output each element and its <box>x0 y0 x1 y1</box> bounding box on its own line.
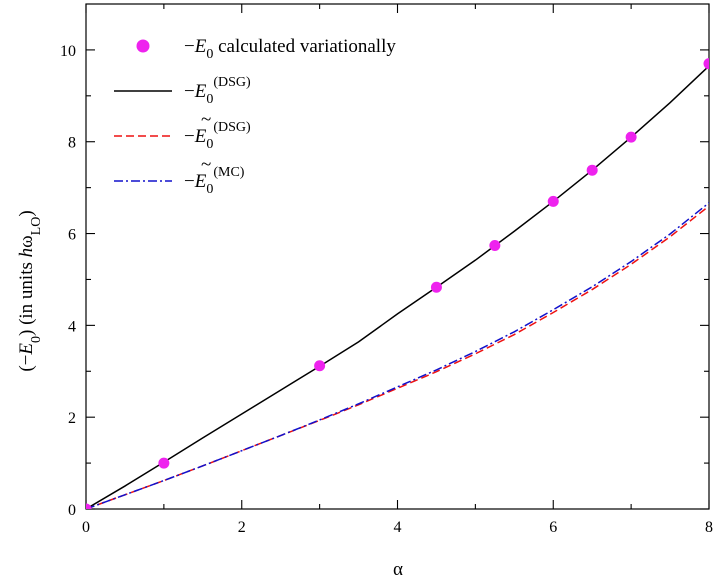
series-clip-group <box>86 58 709 509</box>
legend-prefix: − <box>184 36 195 57</box>
series-line-mc_tilde <box>86 202 709 509</box>
data-point-variational <box>86 503 92 509</box>
legend-prefix: − <box>184 81 195 102</box>
data-point-variational <box>314 360 326 372</box>
plot-border <box>85 3 710 510</box>
axis-ticks: 0 2 4 6 8 0 2 4 6 8 10 <box>60 4 713 536</box>
y-tick-label: 0 <box>68 502 76 519</box>
legend-variable: E <box>194 36 207 57</box>
legend-subscript: 0 <box>206 92 213 107</box>
legend-suffix: calculated variationally <box>213 36 396 57</box>
x-tick-label: 8 <box>705 519 713 536</box>
legend-prefix: − <box>184 126 195 147</box>
legend-tilde: ~ <box>201 154 211 175</box>
legend-subscript: 0 <box>206 182 213 197</box>
legend-label-dsg: −E0(DSG) <box>184 75 251 107</box>
legend-marker-variational <box>136 39 150 53</box>
data-point-variational <box>489 239 501 251</box>
data-point-variational <box>703 58 709 70</box>
legend: −E0 calculated variationally−E0(DSG)−E0(… <box>114 36 396 197</box>
series-line-dsg <box>86 65 709 509</box>
series-layer <box>86 58 709 509</box>
series-line-dsg_tilde <box>86 205 709 509</box>
y-tick-label: 2 <box>68 410 76 427</box>
legend-label-mc_tilde: −E0(MC) <box>184 165 245 197</box>
legend-item-variational: −E0 calculated variationally <box>136 36 396 62</box>
legend-label-dsg_tilde: −E0(DSG) <box>184 120 251 152</box>
legend-item-dsg: −E0(DSG) <box>114 75 251 107</box>
x-axis-title: α <box>393 559 403 580</box>
legend-variable: E <box>194 126 207 147</box>
legend-subscript: 0 <box>206 137 213 152</box>
x-tick-label: 0 <box>82 519 90 536</box>
data-point-variational <box>158 457 170 469</box>
legend-superscript: (DSG) <box>213 120 251 135</box>
legend-prefix: − <box>184 171 195 192</box>
legend-label-variational: −E0 calculated variationally <box>184 36 396 62</box>
legend-superscript: (MC) <box>213 165 244 180</box>
legend-item-dsg_tilde: −E0(DSG)~ <box>114 109 251 152</box>
data-point-variational <box>586 164 598 176</box>
legend-variable: E <box>194 171 207 192</box>
data-point-variational <box>430 281 442 293</box>
x-tick-label: 6 <box>549 519 557 536</box>
data-point-variational <box>625 131 637 143</box>
data-point-variational <box>547 195 559 207</box>
legend-superscript: (DSG) <box>213 75 251 90</box>
y-tick-label: 4 <box>68 318 76 335</box>
y-tick-label: 6 <box>68 227 76 244</box>
legend-subscript: 0 <box>206 47 213 62</box>
legend-item-mc_tilde: −E0(MC)~ <box>114 154 245 197</box>
y-tick-label: 8 <box>68 135 76 152</box>
legend-tilde: ~ <box>201 109 211 130</box>
legend-variable: E <box>194 81 207 102</box>
y-axis-title: (−E0) (in units hωLO) <box>16 210 44 371</box>
x-tick-label: 4 <box>394 519 402 536</box>
y-tick-label: 10 <box>60 43 76 60</box>
x-tick-label: 2 <box>238 519 246 536</box>
plot-frame <box>85 3 710 510</box>
